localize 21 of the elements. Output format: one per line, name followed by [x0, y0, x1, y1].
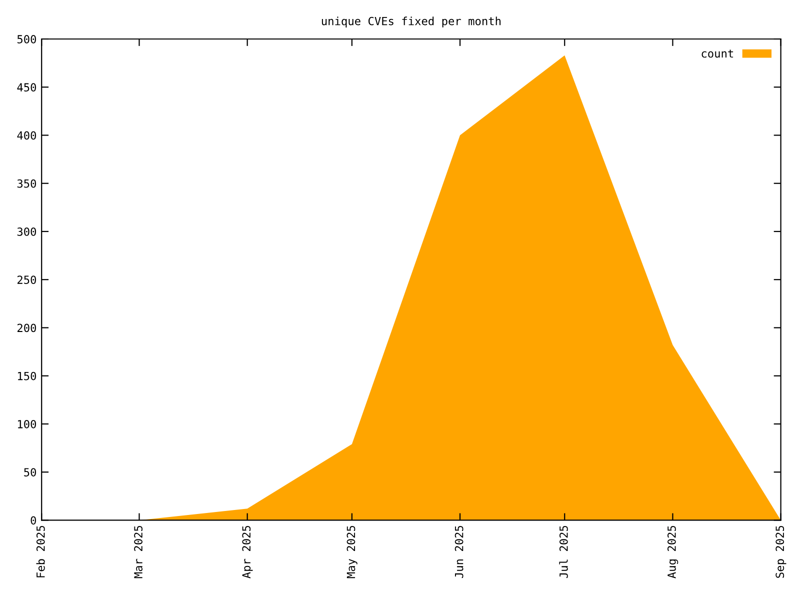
y-tick-label: 200	[17, 324, 36, 332]
x-tick-label: Sep 2025	[776, 526, 786, 578]
y-tick-label: 400	[17, 131, 36, 140]
x-tick-label: May 2025	[346, 526, 358, 578]
y-tick-label: 450	[17, 83, 36, 92]
x-tick-label: Mar 2025	[134, 526, 142, 578]
y-tick-label: 0	[30, 516, 36, 525]
x-tick-label: Jul 2025	[559, 526, 568, 578]
y-tick-label: 100	[18, 420, 36, 428]
y-tick-label: 500	[17, 35, 36, 44]
y-tick-label: 350	[17, 179, 36, 188]
chart-title: unique CVEs fixed per month	[322, 16, 501, 28]
x-tick-label: Jun 2025	[454, 526, 464, 578]
y-tick-label: 150	[18, 372, 36, 380]
x-tick-label: Aug 2025	[667, 526, 678, 578]
y-tick-label: 50	[24, 468, 36, 476]
x-tick-label: Apr 2025	[242, 526, 253, 578]
y-tick-label: 300	[17, 227, 36, 236]
x-tick-label: Feb 2025	[36, 526, 45, 578]
y-tick-label: 250	[17, 276, 36, 284]
legend-label: count	[702, 50, 734, 58]
